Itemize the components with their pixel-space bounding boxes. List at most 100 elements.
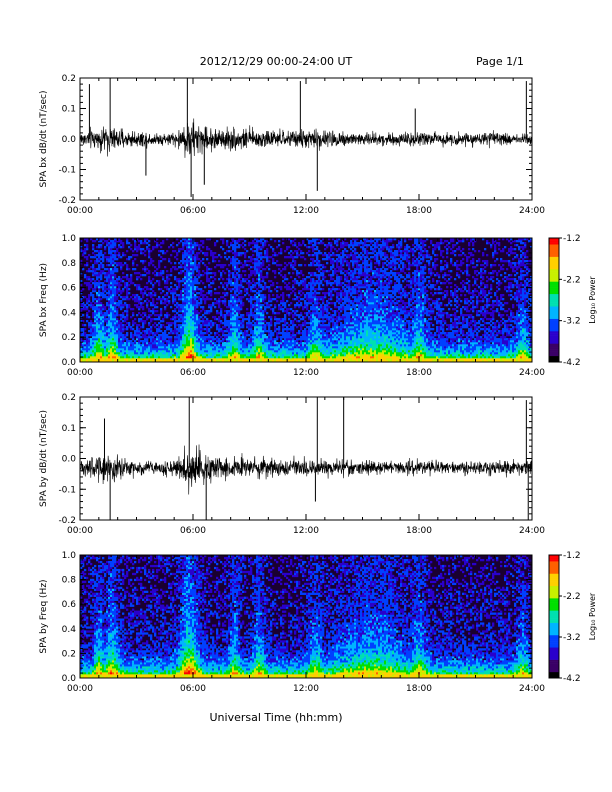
spectrogram-cell [198,262,201,265]
spectrogram-cell [156,302,159,305]
spectrogram-cell [228,332,231,335]
spectrogram-cell [170,356,173,359]
spectrogram-cell [90,238,93,241]
spectrogram-cell [214,256,217,259]
spectrogram-cell [218,320,221,323]
spectrogram-cell [270,290,273,293]
spectrogram-cell [158,336,161,339]
spectrogram-cell [184,288,187,291]
spectrogram-cell [260,326,263,329]
spectrogram-cell [182,360,185,363]
spectrogram-cell [314,312,317,315]
spectrogram-cell [156,246,159,249]
spectrogram-cell [296,332,299,335]
spectrogram-cell [286,354,289,357]
spectrogram-cell [220,272,223,275]
spectrogram-cell [96,354,99,357]
spectrogram-cell [170,360,173,363]
spectrogram-cell [234,270,237,273]
spectrogram-cell [224,342,227,345]
spectrogram-cell [94,290,97,293]
spectrogram-cell [252,352,255,355]
spectrogram-cell [252,304,255,307]
spectrogram-cell [274,358,277,361]
spectrogram-cell [220,328,223,331]
spectrogram-cell [202,240,205,243]
spectrogram-cell [200,290,203,293]
spectrogram-cell [148,252,151,255]
spectrogram-cell [322,266,325,269]
spectrogram-cell [142,294,145,297]
spectrogram-cell [218,354,221,357]
spectrogram-cell [240,316,243,319]
spectrogram-cell [104,286,107,289]
spectrogram-cell [182,348,185,351]
spectrogram-cell [216,264,219,267]
spectrogram-cell [178,340,181,343]
spectrogram-cell [192,244,195,247]
spectrogram-cell [182,296,185,299]
spectrogram-cell [132,344,135,347]
spectrogram-cell [266,350,269,353]
spectrogram-cell [120,332,123,335]
spectrogram-cell [180,342,183,345]
spectrogram-cell [102,326,105,329]
spectrogram-cell [94,256,97,259]
spectrogram-cell [118,262,121,265]
spectrogram-cell [312,254,315,257]
spectrogram-cell [192,328,195,331]
spectrogram-cell [86,298,89,301]
spectrogram-cell [100,322,103,325]
spectrogram-cell [260,360,263,363]
spectrogram-cell [308,282,311,285]
spectrogram-cell [320,340,323,343]
spectrogram-cell [236,286,239,289]
spectrogram-cell [106,344,109,347]
spectrogram-cell [310,298,313,301]
spectrogram-cell [232,346,235,349]
spectrogram-cell [144,356,147,359]
spectrogram-cell [238,300,241,303]
spectrogram-cell [254,244,257,247]
spectrogram-cell [112,302,115,305]
spectrogram-cell [226,282,229,285]
spectrogram-cell [94,282,97,285]
spectrogram-cell [156,332,159,335]
spectrogram-cell [242,352,245,355]
spectrogram-cell [282,348,285,351]
spectrogram-cell [296,320,299,323]
spectrogram-cell [114,338,117,341]
spectrogram-cell [196,244,199,247]
spectrogram-cell [156,330,159,333]
spectrogram-cell [210,342,213,345]
spectrogram-cell [184,336,187,339]
spectrogram-cell [152,294,155,297]
spectrogram-cell [104,312,107,315]
spectrogram-cell [248,344,251,347]
spectrogram-cell [174,342,177,345]
spectrogram-cell [324,266,327,269]
spectrogram-cell [262,358,265,361]
spectrogram-cell [276,286,279,289]
spectrogram-cell [234,266,237,269]
spectrogram-cell [232,336,235,339]
spectrogram-cell [254,306,257,309]
spectrogram-cell [100,316,103,319]
spectrogram-cell [248,356,251,359]
spectrogram-cell [262,238,265,241]
spectrogram-cell [116,288,119,291]
spectrogram-cell [208,306,211,309]
spectrogram-cell [312,322,315,325]
spectrogram-cell [132,264,135,267]
spectrogram-cell [158,250,161,253]
spectrogram-cell [176,320,179,323]
spectrogram-cell [136,284,139,287]
spectrogram-cell [174,346,177,349]
spectrogram-cell [120,352,123,355]
spectrogram-cell [80,300,83,303]
spectrogram-cell [104,332,107,335]
spectrogram-cell [152,302,155,305]
spectrogram-cell [206,312,209,315]
spectrogram-cell [230,282,233,285]
spectrogram-cell [138,246,141,249]
